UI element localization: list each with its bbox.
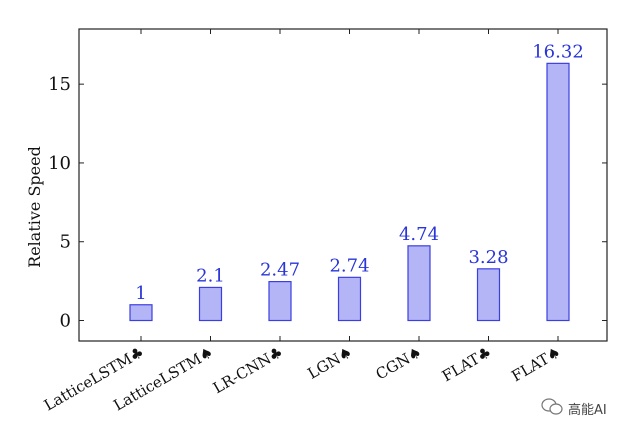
- data-label: 2.1: [196, 265, 225, 286]
- bar: [198, 286, 223, 322]
- data-label: 1: [135, 283, 146, 304]
- data-label: 2.47: [260, 260, 300, 281]
- y-tick-label: 0: [60, 311, 71, 332]
- bar: [129, 304, 153, 322]
- data-label: 2.74: [329, 255, 369, 276]
- bar: [268, 280, 292, 322]
- y-tick-label: 5: [60, 232, 71, 253]
- watermark: 高能AI: [541, 398, 607, 418]
- bar: [337, 276, 362, 322]
- y-tick-label: 10: [48, 153, 71, 174]
- data-label: 4.74: [399, 224, 439, 245]
- watermark-text: 高能AI: [568, 402, 607, 418]
- x-tick-label: LGN♠: [304, 343, 355, 383]
- x-tick-label: FLAT♣: [439, 343, 495, 386]
- bar: [476, 268, 501, 322]
- y-tick-label: 15: [48, 74, 71, 95]
- bar: [407, 245, 431, 322]
- bar: [546, 62, 570, 322]
- plot-frame: [78, 28, 608, 342]
- x-tick-label: CGN♠: [373, 343, 425, 384]
- bars-group: 1 2.1 2.47 2.74 4.74 3.28 16.32: [129, 29, 584, 341]
- y-axis-title: Relative Speed: [25, 146, 44, 268]
- x-tick-label: FLAT♠: [508, 343, 564, 386]
- x-tick-label: LR-CNN♣: [210, 343, 286, 397]
- data-label: 3.28: [468, 247, 508, 268]
- y-axis-ticks: 0 5 10 15: [48, 74, 607, 332]
- wechat-icon: [541, 398, 563, 415]
- x-axis-labels: LatticeLSTM♣LatticeLSTM♠LR-CNN♣ LGN♠ CGN♠ F…: [41, 343, 564, 415]
- data-label: 16.32: [532, 41, 584, 62]
